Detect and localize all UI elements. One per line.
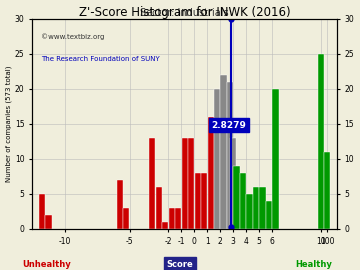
Text: Sector: Industrials: Sector: Industrials — [140, 8, 229, 18]
Bar — [181, 138, 188, 229]
Bar — [220, 75, 227, 229]
Bar — [240, 173, 246, 229]
Bar — [233, 166, 240, 229]
Bar — [266, 201, 272, 229]
Bar — [194, 173, 201, 229]
Text: Unhealthy: Unhealthy — [22, 260, 71, 269]
Bar — [324, 152, 330, 229]
Bar — [162, 222, 168, 229]
Bar — [39, 194, 45, 229]
Bar — [201, 173, 207, 229]
Text: Healthy: Healthy — [295, 260, 332, 269]
Bar — [45, 215, 51, 229]
Y-axis label: Number of companies (573 total): Number of companies (573 total) — [5, 66, 12, 182]
Text: The Research Foundation of SUNY: The Research Foundation of SUNY — [41, 56, 160, 62]
Bar — [149, 138, 155, 229]
Bar — [117, 180, 123, 229]
Bar — [214, 89, 220, 229]
Bar — [175, 208, 181, 229]
Text: Score: Score — [167, 260, 193, 269]
Bar — [188, 138, 194, 229]
Bar — [168, 208, 175, 229]
Title: Z'-Score Histogram for INWK (2016): Z'-Score Histogram for INWK (2016) — [79, 6, 291, 19]
Bar — [230, 138, 237, 229]
Bar — [207, 117, 214, 229]
Text: 2.8279: 2.8279 — [212, 121, 247, 130]
Bar — [123, 208, 129, 229]
Bar — [156, 187, 162, 229]
Text: ©www.textbiz.org: ©www.textbiz.org — [41, 33, 105, 40]
Bar — [253, 187, 259, 229]
Bar — [318, 54, 324, 229]
Bar — [260, 187, 266, 229]
Bar — [227, 82, 233, 229]
Bar — [273, 89, 279, 229]
Bar — [246, 194, 253, 229]
